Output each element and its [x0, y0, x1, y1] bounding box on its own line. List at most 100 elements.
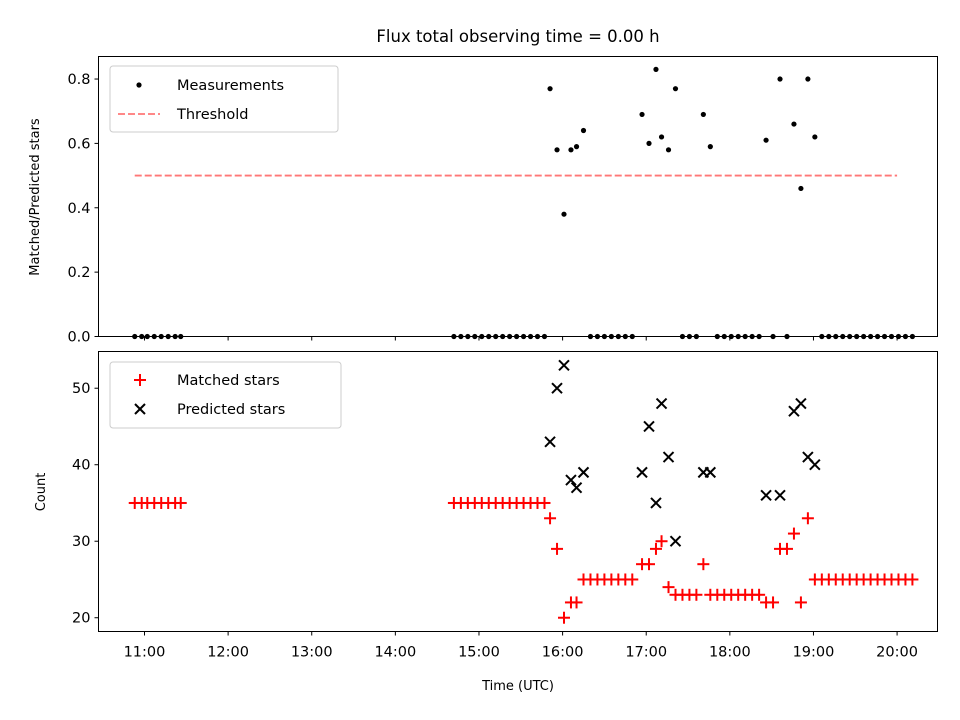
predicted-star-stroke	[636, 466, 648, 479]
matched-star-point	[643, 558, 656, 571]
top-legend: Measurements Threshold	[109, 65, 339, 133]
predicted-star-stroke	[650, 497, 662, 509]
predicted-star-stroke	[704, 466, 717, 479]
predicted-star-stroke	[570, 481, 583, 494]
x-tick-label: 15:00	[458, 645, 500, 661]
predicted-star-point	[558, 359, 570, 371]
legend-predicted-marker	[134, 403, 146, 415]
predicted-star-stroke	[558, 359, 570, 371]
matched-star-point	[780, 542, 793, 555]
bottom-y-tick-label: 50	[72, 381, 90, 397]
legend-predicted-label: Predicted stars	[177, 402, 285, 418]
bottom-legend: Matched stars Predicted stars	[109, 361, 342, 429]
predicted-star-point	[643, 420, 655, 433]
bottom-axes-frame	[98, 351, 938, 632]
top-y-tick-label: 0.4	[67, 201, 90, 217]
predicted-star-point	[655, 397, 668, 410]
x-tick-label: 20:00	[876, 645, 918, 661]
predicted-star-point	[704, 466, 717, 479]
predicted-star-point	[669, 535, 682, 547]
predicted-star-stroke	[669, 535, 682, 547]
predicted-star-point	[544, 436, 556, 448]
measurement-point	[700, 111, 706, 118]
predicted-star-point	[577, 466, 590, 479]
matched-star-point	[626, 573, 639, 586]
bottom-x-ticks: 11:00 12:00 13:00 14:00 15:00 16:00 17:00 18:00…	[124, 631, 918, 661]
predicted-star-point	[662, 451, 675, 463]
matched-star-point	[690, 588, 703, 601]
top-y-tick-label: 0.6	[67, 136, 90, 152]
matched-star-point	[551, 542, 564, 555]
measurement-point	[672, 86, 679, 92]
matched-star-point	[557, 611, 570, 624]
measurement-point	[568, 147, 574, 153]
x-tick-label: 12:00	[207, 645, 249, 661]
predicted-star-stroke	[774, 489, 786, 502]
x-tick-label: 19:00	[793, 645, 835, 661]
matched-star-point	[794, 596, 807, 609]
matched-star-point	[570, 596, 583, 609]
matched-star-point	[538, 496, 551, 509]
measurement-point	[658, 134, 665, 140]
legend-measurements-label: Measurements	[177, 78, 284, 94]
matched-star-point	[801, 512, 814, 525]
predicted-star-stroke	[655, 397, 668, 410]
matched-star-point	[174, 496, 187, 509]
matched-star-point	[753, 588, 766, 601]
predicted-star-stroke	[662, 451, 675, 463]
x-tick-label: 18:00	[709, 645, 751, 661]
predicted-star-stroke	[544, 436, 556, 448]
bottom-y-tick-label: 30	[72, 534, 90, 550]
bottom-plot-marks	[128, 359, 919, 624]
measurement-point	[791, 121, 797, 127]
measurement-point	[798, 185, 804, 192]
bottom-y-axis-label: Count	[34, 473, 49, 512]
measurement-point	[561, 211, 567, 217]
measurement-point	[707, 144, 713, 150]
top-panel: Flux total observing time = 0.00 h 0.00.…	[28, 27, 938, 346]
x-tick-label: 14:00	[374, 645, 416, 661]
x-tick-label: 11:00	[124, 645, 166, 661]
measurement-point	[547, 86, 553, 92]
predicted-star-point	[795, 397, 807, 410]
bottom-y-tick-label: 20	[72, 611, 90, 627]
chart-title: Flux total observing time = 0.00 h	[376, 27, 659, 46]
bottom-legend-box	[109, 361, 342, 429]
predicted-star-stroke	[643, 420, 655, 433]
measurement-point	[573, 144, 580, 150]
matched-star-point	[544, 512, 557, 525]
matched-star-point	[649, 542, 662, 555]
legend-matched-label: Matched stars	[177, 373, 280, 389]
measurement-point	[580, 127, 587, 134]
matched-star-point	[906, 573, 919, 586]
predicted-star-point	[760, 489, 772, 502]
matched-star-point	[662, 581, 675, 594]
legend-threshold-label: Threshold	[176, 107, 248, 123]
top-y-tick-label: 0.2	[67, 265, 90, 281]
measurement-point	[554, 147, 560, 153]
bottom-y-ticks: 20 30 40 50	[72, 381, 99, 627]
predicted-star-stroke	[551, 382, 563, 394]
measurement-point	[665, 147, 672, 153]
predicted-star-stroke	[809, 459, 821, 471]
matched-star-point	[787, 527, 800, 540]
predicted-star-point	[650, 497, 662, 509]
matched-star-point	[655, 535, 668, 548]
top-legend-box	[109, 65, 339, 133]
measurement-point	[639, 111, 645, 118]
predicted-star-stroke	[760, 489, 772, 502]
top-y-ticks: 0.0 0.2 0.4 0.6 0.8	[67, 72, 99, 346]
legend-measurements-marker	[136, 82, 142, 88]
bottom-y-tick-label: 40	[72, 458, 90, 474]
predicted-star-point	[551, 382, 563, 394]
top-y-tick-label: 0.0	[67, 330, 90, 346]
top-y-tick-label: 0.8	[67, 72, 90, 88]
predicted-star-stroke	[802, 451, 814, 463]
predicted-star-stroke	[577, 466, 590, 479]
measurement-point	[812, 134, 818, 140]
predicted-star-stroke	[795, 397, 807, 410]
predicted-star-point	[565, 474, 577, 486]
top-axes-frame	[98, 56, 938, 337]
measurement-point	[646, 140, 652, 146]
